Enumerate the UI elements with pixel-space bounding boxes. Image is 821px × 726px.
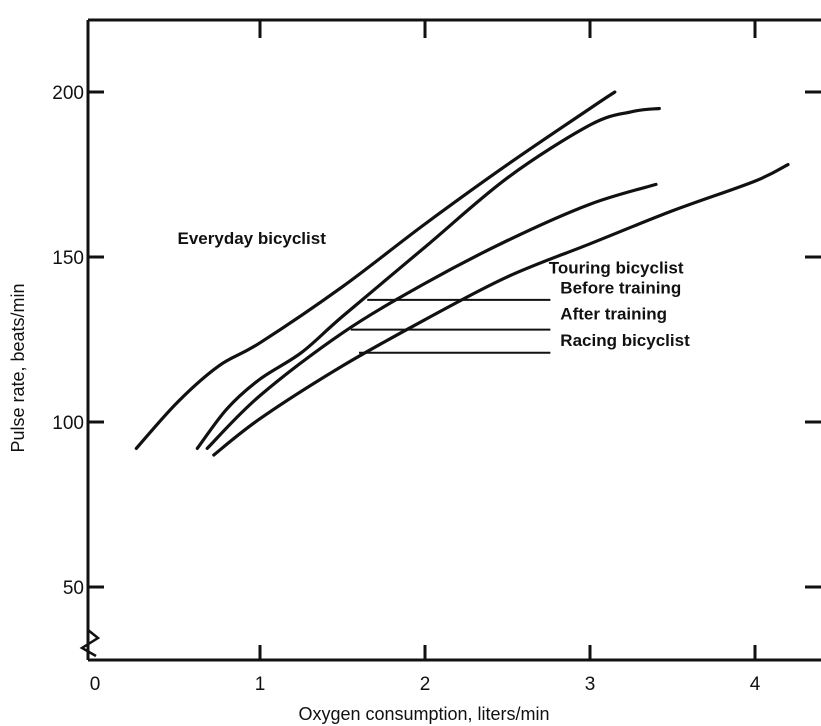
y-tick-label: 100 bbox=[52, 413, 84, 434]
series-line-racing-bicyclist bbox=[212, 163, 790, 457]
series-lines bbox=[134, 90, 790, 457]
x-tick-label: 4 bbox=[750, 674, 761, 695]
x-tick-label: 3 bbox=[585, 674, 596, 695]
y-axis-title: Pulse rate, beats/min bbox=[8, 283, 28, 452]
x-tick-label: 0 bbox=[90, 674, 101, 695]
series-annotations: Everyday bicyclist Touring bicyclistBefor… bbox=[178, 229, 691, 350]
annotation-before-training: Before training bbox=[560, 278, 681, 297]
x-tick-label: 1 bbox=[255, 674, 266, 695]
annotation-everyday-bicyclist: Everyday bicyclist bbox=[178, 229, 327, 248]
axis-break-mark bbox=[79, 629, 101, 658]
x-tick-label: 2 bbox=[420, 674, 431, 695]
series-line-everyday-bicyclist bbox=[134, 90, 617, 450]
y-tick-label: 150 bbox=[52, 248, 84, 269]
y-tick-label: 50 bbox=[63, 578, 84, 599]
y-tick-label: 200 bbox=[52, 83, 84, 104]
annotation-after-training: After training bbox=[560, 305, 667, 324]
tick-labels: 0 1 2 3 4 50 100 150 200 bbox=[52, 83, 760, 695]
annotation-racing-bicyclist: Racing bicyclist bbox=[560, 331, 690, 350]
label-leaders bbox=[350, 298, 551, 354]
series-line-after-training bbox=[205, 182, 658, 450]
annotation-touring-bicyclist: Touring bicyclist bbox=[549, 259, 684, 278]
plot-frame bbox=[79, 18, 821, 662]
x-axis-title: Oxygen consumption, liters/min bbox=[298, 704, 549, 724]
series-line-before-training bbox=[195, 106, 661, 450]
axis-ticks bbox=[88, 20, 821, 660]
